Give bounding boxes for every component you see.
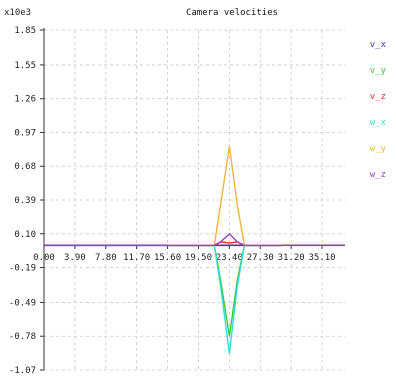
x-tick-label: 7.80 [95,253,117,263]
grid [43,29,345,371]
x-tick-label: 3.90 [64,253,86,263]
x-tick-labels: 0.00 3.90 7.80 11.70 15.60 19.50 23.40 27.30 31.… [33,253,335,263]
y-tick-label: 1.26 [14,95,36,105]
y-multiplier-label: x10e3 [4,8,31,18]
x-tick-label: 23.40 [216,253,243,263]
y-tick-label: -0.49 [9,298,36,308]
x-tick-label: 31.20 [278,253,305,263]
x-tick-label: 11.70 [123,253,150,263]
y-tick-labels: 1.85 1.55 1.26 0.97 0.68 0.39 0.10 -0.19 -0.49 -0… [9,26,36,376]
y-tick-label: 0.97 [14,128,36,138]
y-tick-label: 0.10 [14,230,36,240]
x-tick-label: 27.30 [247,253,274,263]
series-lines [44,146,345,354]
x-tick-label: 35.10 [308,253,335,263]
legend: v_x v_y v_z w_x w_y w_z [370,40,387,180]
y-tick-label: -1.07 [9,366,36,376]
y-tick-label: -0.19 [9,264,36,274]
x-tick-label: 0.00 [33,253,55,263]
legend-item-v-z: v_z [370,92,386,102]
legend-item-v-x: v_x [370,40,387,50]
y-tick-label: 0.39 [14,196,36,206]
legend-item-w-x: w_x [370,118,387,128]
series-line-w-y [167,146,282,247]
y-tick-label: 1.55 [14,61,36,71]
chart-title: Camera velocities [186,8,278,18]
y-tick-label: 1.85 [14,26,36,36]
legend-item-w-z: w_z [370,170,386,180]
y-tick-label: 0.68 [14,162,36,172]
series-line-w-z [44,232,345,247]
legend-item-w-y: w_y [370,144,387,154]
x-tick-label: 15.60 [154,253,181,263]
axes [40,28,345,371]
x-tick-label: 19.50 [185,253,212,263]
legend-item-v-y: v_y [370,66,387,76]
y-tick-label: -0.78 [9,332,36,342]
